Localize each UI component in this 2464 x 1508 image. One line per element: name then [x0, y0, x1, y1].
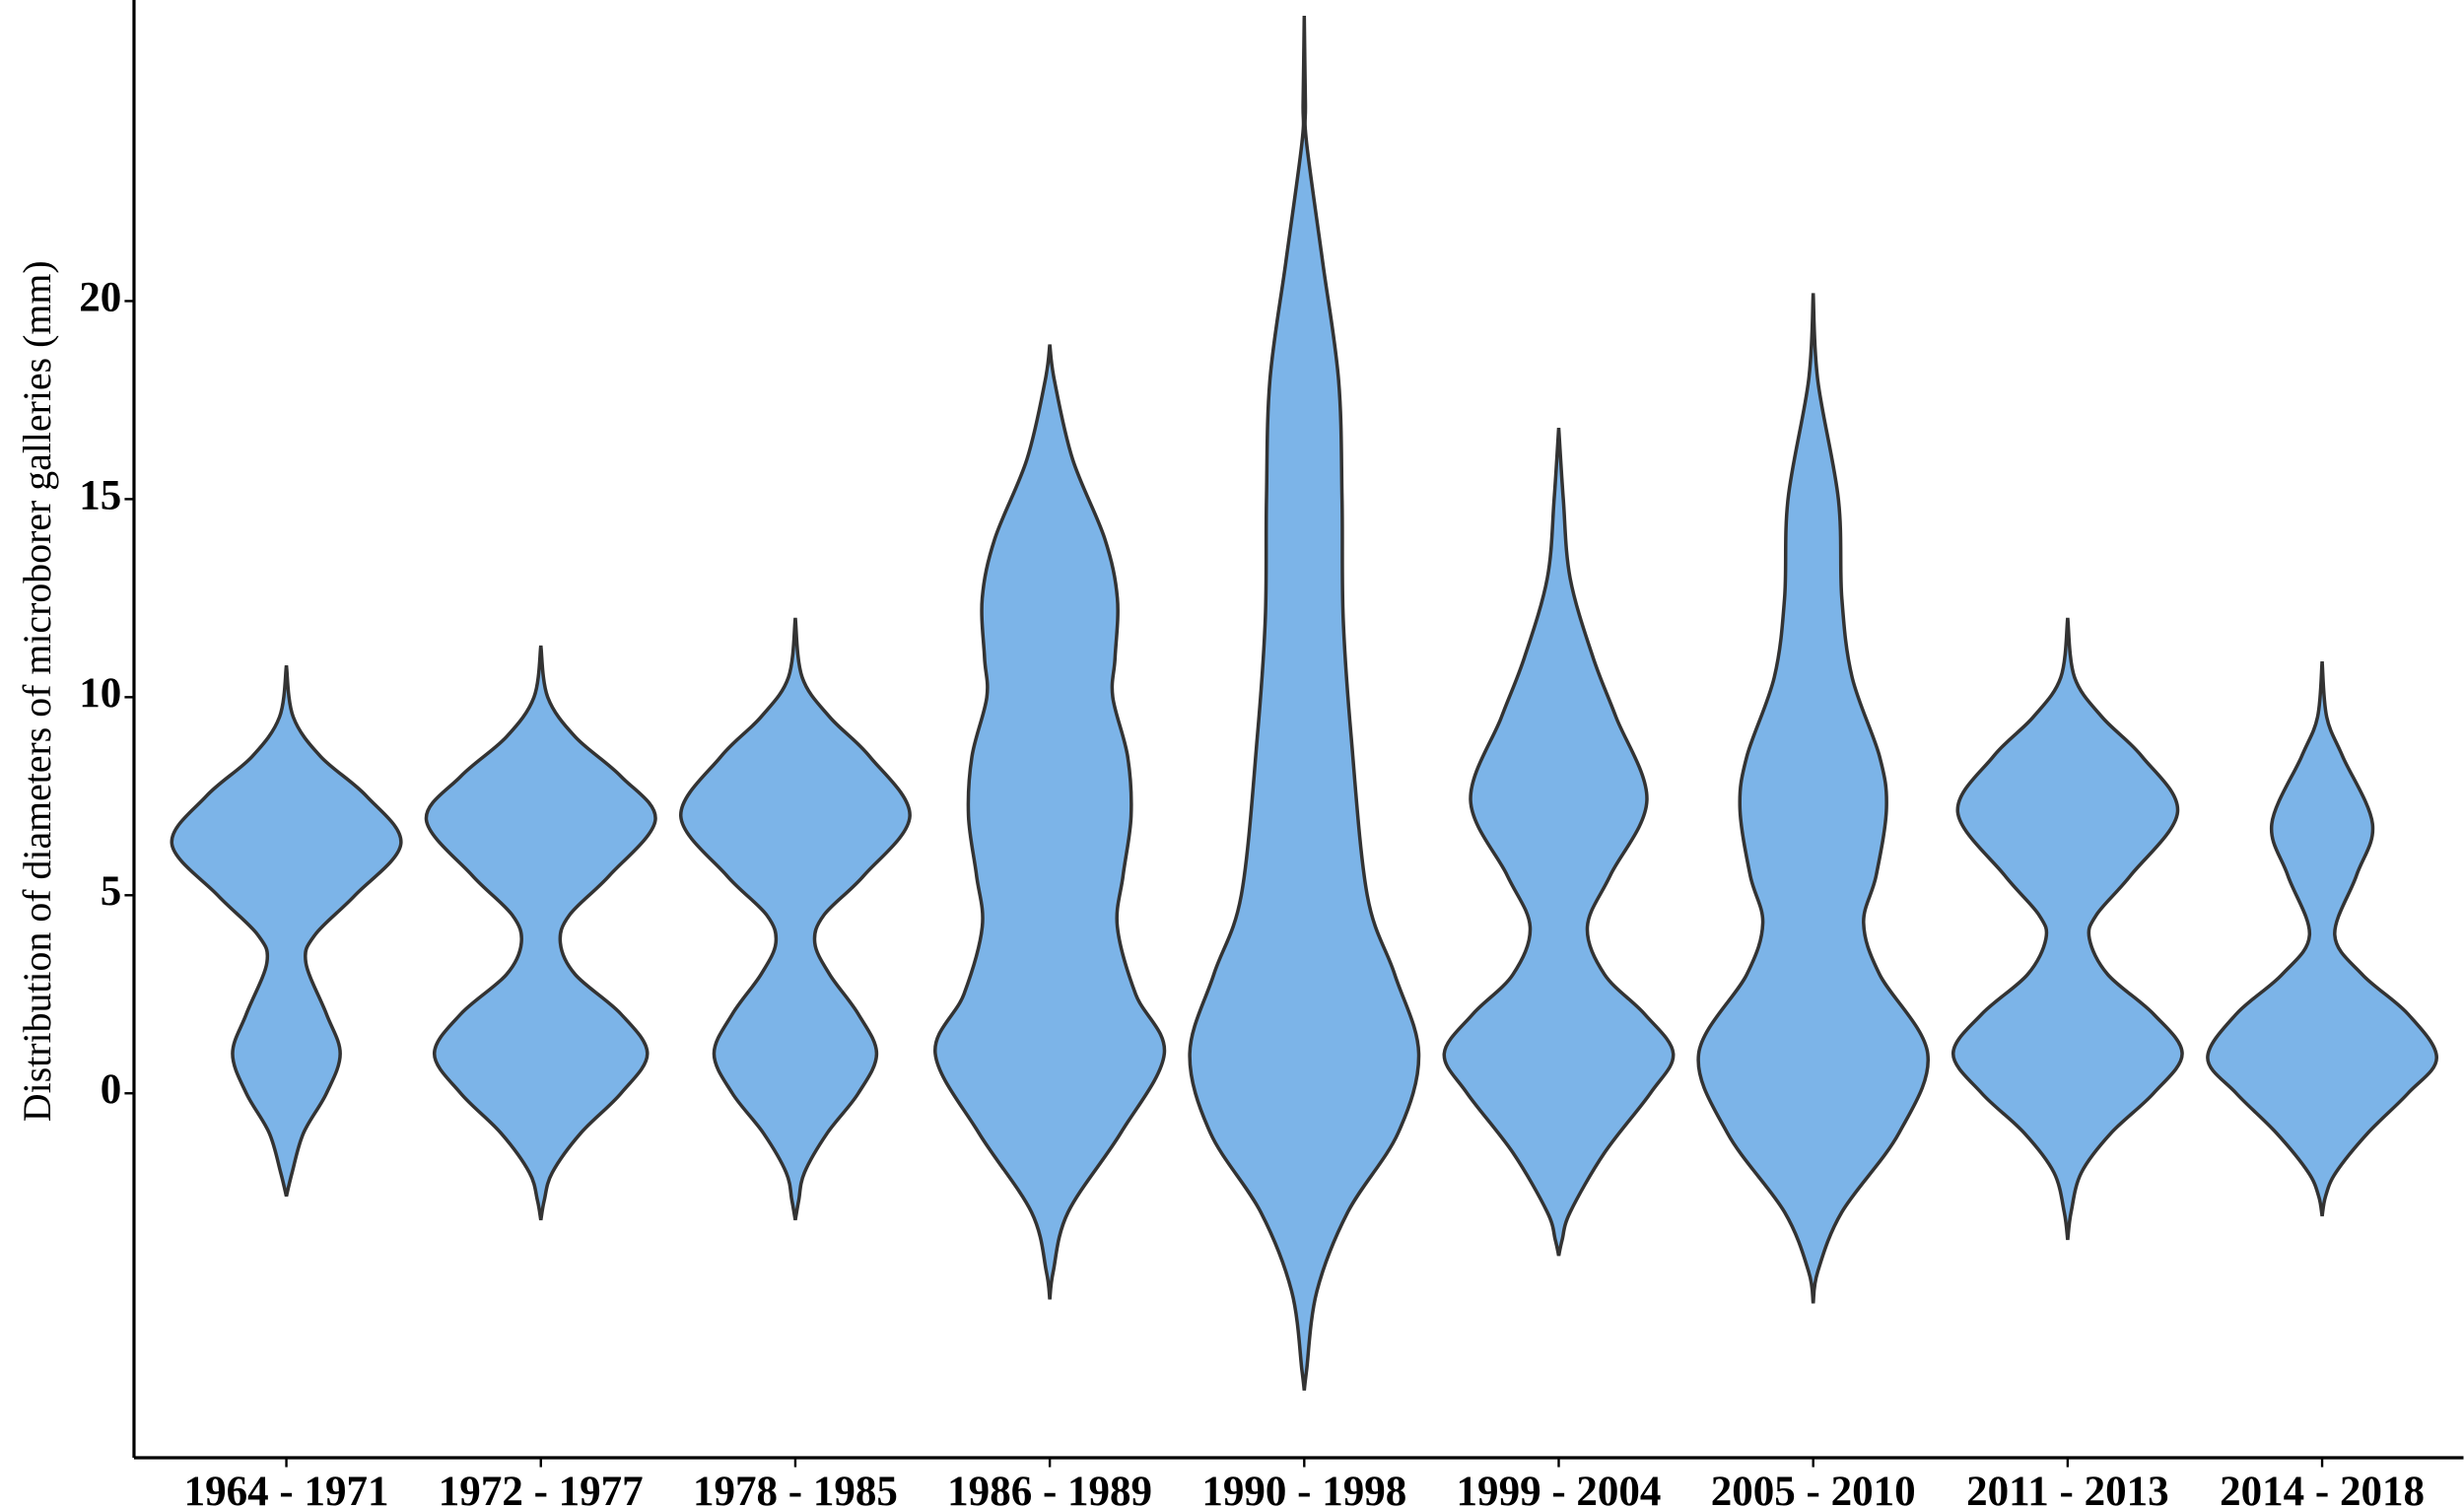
x-tick-label: 1964 - 1971 [184, 1469, 389, 1508]
y-tick-label: 0 [101, 1066, 122, 1113]
x-tick-label: 2014 - 2018 [2220, 1469, 2425, 1508]
x-tick-label: 2005 - 2010 [1711, 1469, 1916, 1508]
violin [678, 617, 912, 1221]
violin [170, 664, 403, 1198]
x-tick-label: 1978 - 1985 [693, 1469, 898, 1508]
x-tick-label: 1986 - 1989 [947, 1469, 1152, 1508]
y-tick-label: 5 [101, 868, 122, 915]
x-tick-label: 1990 - 1998 [1201, 1469, 1406, 1508]
violin [1188, 16, 1421, 1391]
violin [1442, 427, 1676, 1257]
violin [933, 344, 1167, 1300]
violin [1696, 293, 1931, 1304]
y-tick-label: 15 [79, 472, 121, 518]
violin [1951, 617, 2184, 1241]
y-tick-label: 10 [79, 670, 121, 717]
y-tick-label: 20 [79, 274, 121, 320]
y-axis-title: Distribution of diameters of microborer … [15, 260, 59, 1122]
x-tick-label: 2011 - 2013 [1966, 1469, 2169, 1508]
violin [424, 645, 657, 1221]
x-tick-label: 1999 - 2004 [1457, 1469, 1662, 1508]
x-tick-label: 1972 - 1977 [439, 1469, 644, 1508]
violin [2206, 661, 2439, 1217]
